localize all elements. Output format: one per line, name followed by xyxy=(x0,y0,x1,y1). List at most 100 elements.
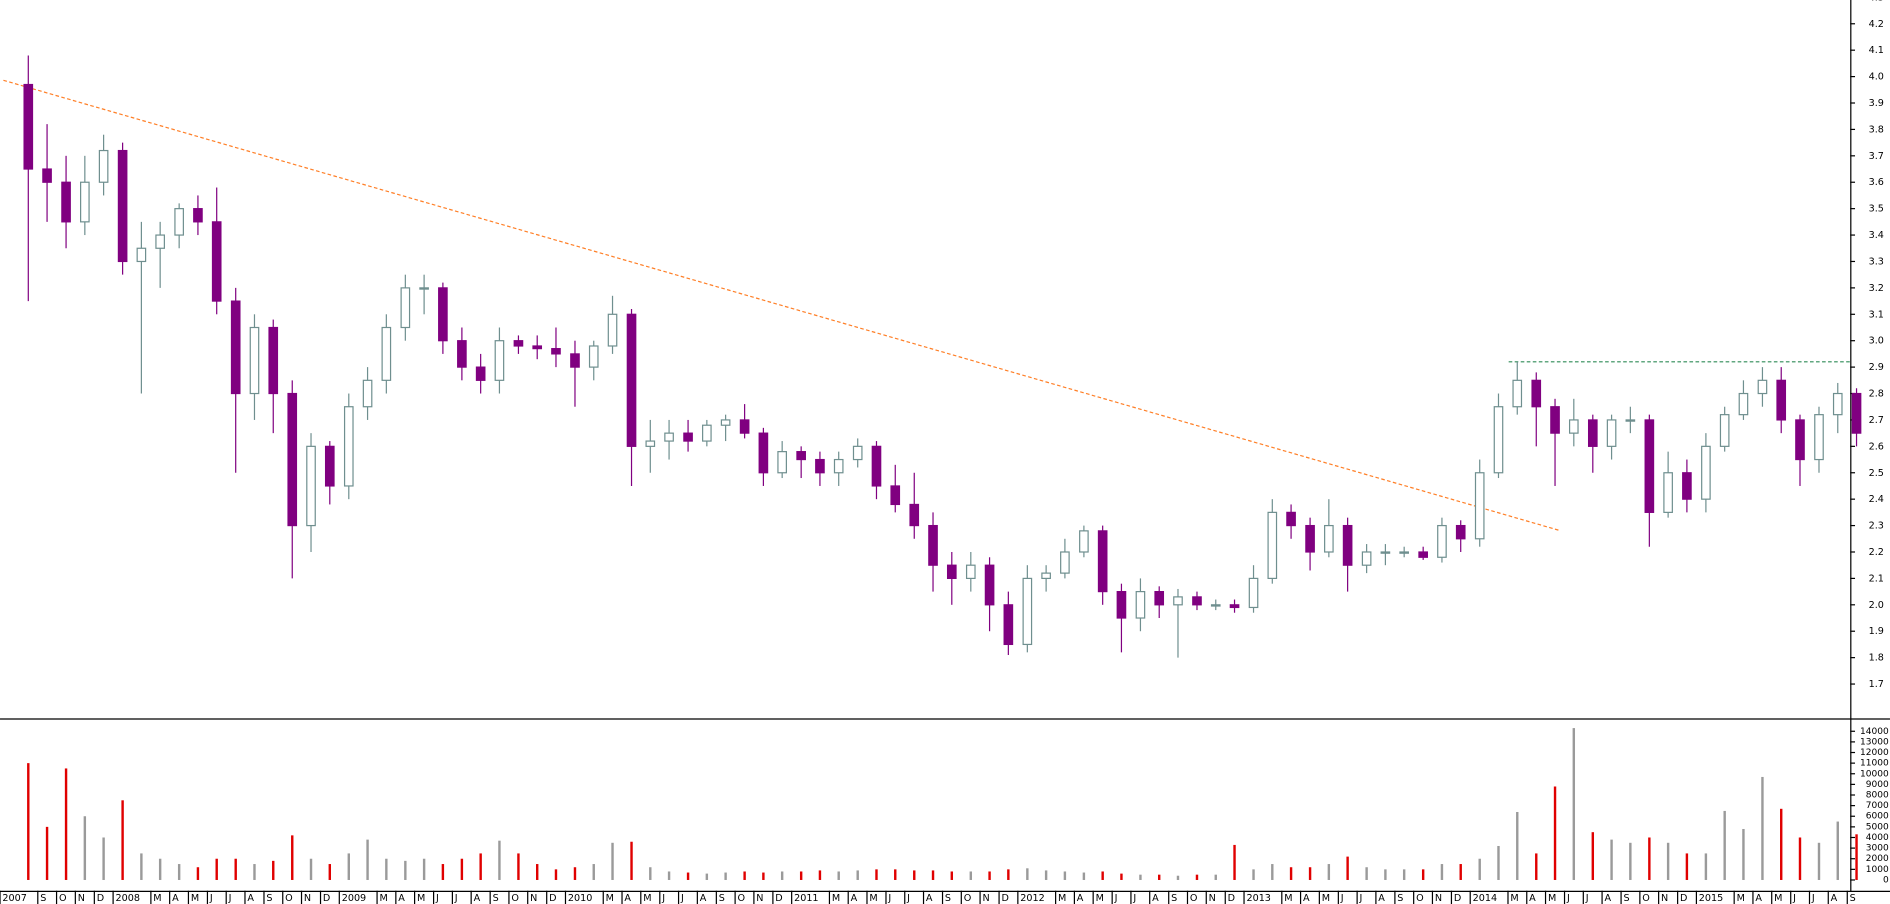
candle-body xyxy=(494,340,505,381)
candle-body xyxy=(928,524,938,566)
candle-body xyxy=(1154,591,1165,606)
volume-bar xyxy=(479,853,482,880)
volume-bar xyxy=(1723,810,1726,880)
volume-bar xyxy=(686,872,690,880)
volume-bar xyxy=(875,869,878,880)
volume-bar xyxy=(1365,867,1368,880)
candle-body xyxy=(796,451,806,461)
x-tick-label: 2007 xyxy=(2,893,27,904)
candle-body xyxy=(1474,472,1485,540)
candle-body xyxy=(815,458,825,474)
candle-body xyxy=(570,353,580,368)
x-tick-label: A xyxy=(247,893,254,904)
x-tick-label: S xyxy=(493,893,499,904)
y-tick-label: 3.0 xyxy=(1869,336,1884,347)
y-tick-label: 2.2 xyxy=(1869,547,1884,558)
candle-body xyxy=(1229,604,1240,609)
x-tick-label: S xyxy=(266,893,272,904)
candle-body xyxy=(1644,419,1655,513)
volume-bar xyxy=(215,858,218,880)
y-tick-label: 2.7 xyxy=(1869,415,1884,426)
x-tick-label: J xyxy=(906,893,910,904)
volume-tick-label: 6000 xyxy=(1866,812,1889,822)
volume-tick-label: 12000 xyxy=(1860,748,1889,758)
volume-bar xyxy=(705,873,709,880)
volume-bar xyxy=(1289,867,1293,880)
volume-bar xyxy=(1402,869,1406,880)
x-tick-label: J xyxy=(1340,893,1344,904)
volume-bar xyxy=(1044,870,1048,880)
y-tick-label: 2.8 xyxy=(1869,389,1884,400)
volume-bar xyxy=(441,864,445,880)
candle-body xyxy=(1455,524,1466,540)
candle-body xyxy=(457,340,467,368)
x-tick-label: M xyxy=(1774,893,1782,904)
candle-body xyxy=(306,445,316,527)
candle-body xyxy=(419,287,429,290)
x-tick-label: D xyxy=(1228,893,1235,904)
volume-bar xyxy=(950,871,954,880)
candle-body xyxy=(174,208,184,236)
volume-bar xyxy=(724,872,727,880)
x-tick-label: S xyxy=(945,893,951,904)
candle-body xyxy=(551,348,561,355)
x-tick-label: O xyxy=(964,893,972,904)
x-tick-label: 2013 xyxy=(1246,893,1270,904)
volume-bar xyxy=(573,867,577,880)
y-tick-label: 2.4 xyxy=(1869,494,1884,505)
x-tick-label: A xyxy=(1831,893,1838,904)
volume-bar xyxy=(234,858,237,880)
volume-bar xyxy=(177,864,181,880)
x-tick-label: J xyxy=(1359,893,1363,904)
candle-body xyxy=(1738,392,1749,416)
candle-body xyxy=(626,313,637,447)
volume-bar xyxy=(1214,874,1217,880)
volume-bar xyxy=(1704,853,1708,880)
volume-tick-label: 4000 xyxy=(1866,833,1889,843)
candle-body xyxy=(909,503,920,527)
x-tick-label: A xyxy=(1755,893,1762,904)
x-tick-label: D xyxy=(1680,893,1687,904)
candle-body xyxy=(1418,551,1428,558)
volume-bar xyxy=(291,835,294,880)
y-tick-label: 3.5 xyxy=(1869,204,1884,215)
x-tick-label: M xyxy=(1548,893,1556,904)
x-tick-label: A xyxy=(624,893,631,904)
candle-body xyxy=(1399,551,1409,554)
candle-body xyxy=(852,445,863,461)
volume-bar xyxy=(780,871,784,880)
volume-bar xyxy=(272,860,275,880)
candle-body xyxy=(1795,419,1805,461)
y-tick-label: 1.9 xyxy=(1869,626,1884,637)
x-tick-label: J xyxy=(1585,893,1589,904)
candle-body xyxy=(381,326,392,381)
x-tick-label: N xyxy=(1435,893,1442,904)
x-tick-label: J xyxy=(228,893,232,904)
trend-line xyxy=(3,79,1560,531)
y-tick-label: 2.5 xyxy=(1869,468,1884,479)
volume-bar xyxy=(404,860,407,880)
candle-body xyxy=(1437,524,1447,558)
volume-bar xyxy=(1440,864,1444,880)
candle-body xyxy=(1531,379,1542,408)
candle-body xyxy=(1305,524,1315,553)
volume-bar xyxy=(45,826,49,880)
x-tick-label: A xyxy=(851,893,858,904)
volume-tick-label: 1000 xyxy=(1866,865,1889,875)
x-tick-label: M xyxy=(1058,893,1066,904)
volume-bar xyxy=(1553,786,1557,880)
volume-bar xyxy=(1195,874,1199,880)
y-tick-label: 3.6 xyxy=(1869,177,1884,188)
volume-bar xyxy=(894,869,897,880)
x-tick-label: J xyxy=(1792,893,1796,904)
volume-bar xyxy=(121,800,124,880)
volume-bar xyxy=(1685,853,1689,880)
candle-body xyxy=(777,451,787,474)
candle-body xyxy=(1568,419,1579,434)
candle-body xyxy=(1361,551,1372,566)
y-tick-label: 2.1 xyxy=(1869,573,1884,584)
volume-bar xyxy=(1535,853,1538,880)
x-tick-label: M xyxy=(869,893,877,904)
volume-tick-label: 7000 xyxy=(1866,801,1889,811)
x-tick-label: O xyxy=(511,893,519,904)
